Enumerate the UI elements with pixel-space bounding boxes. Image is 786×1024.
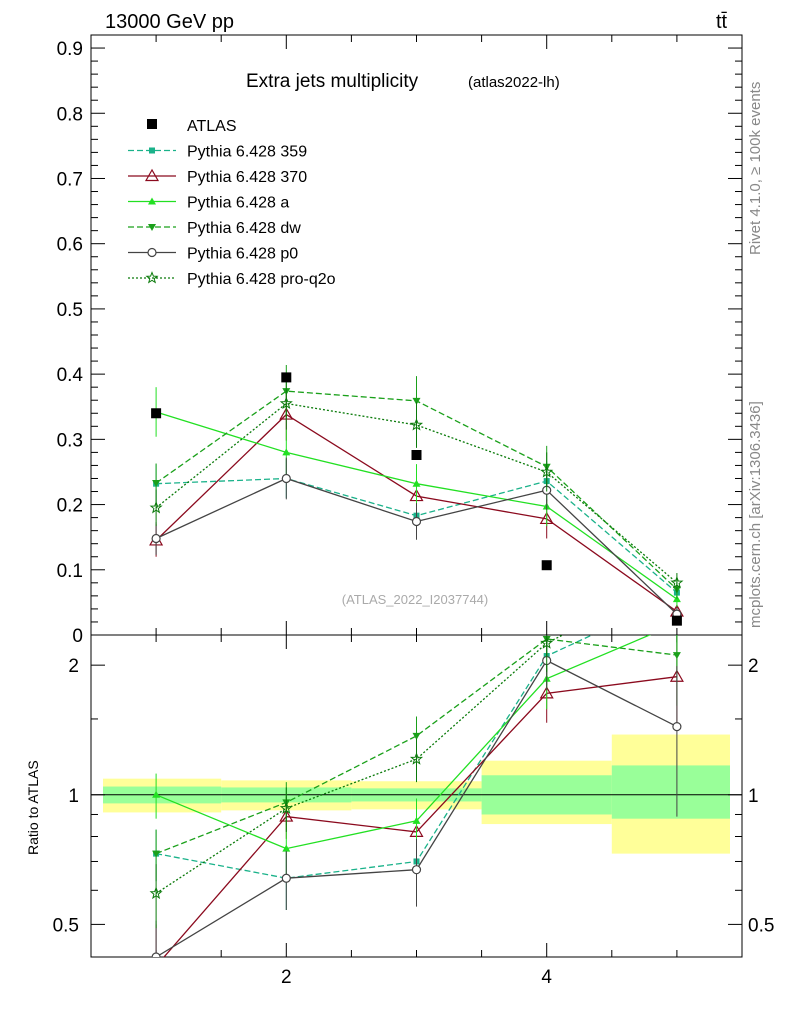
ratio-point [151, 952, 161, 957]
ratio-point [412, 732, 421, 740]
ratio-line [155, 638, 677, 855]
ratio-point [411, 865, 422, 875]
ratio-y-tick-label-right: 0.5 [748, 915, 774, 936]
y-tick-label: 0 [72, 626, 83, 647]
series-atlas-data [151, 372, 682, 626]
side-label-top: Rivet 4.1.0, ≥ 100k events [747, 82, 764, 255]
side-label-bottom: mcplots.cern.ch [arXiv:1306.3436] [747, 401, 764, 628]
y-tick-label: 0.5 [57, 300, 83, 321]
y-tick-label: 0.2 [57, 496, 83, 517]
ratio-y-tick-label-right: 1 [748, 786, 759, 807]
legend-marker [144, 168, 160, 182]
ratio-point [412, 816, 421, 824]
legend-marker [148, 224, 156, 231]
legend-label: Pythia 6.428 370 [187, 169, 307, 186]
y-tick-label: 0.6 [57, 235, 83, 256]
legend-marker [145, 271, 159, 284]
legend-label: Pythia 6.428 dw [187, 220, 301, 237]
ratio-series-a [152, 635, 678, 876]
atlas-data-point [151, 408, 162, 419]
ratio-point [282, 844, 291, 852]
ratio-point [279, 801, 293, 814]
chart-title: Extra jets multiplicity [246, 71, 419, 92]
data-point [279, 396, 293, 410]
legend-marker [147, 119, 157, 129]
legend-marker [147, 247, 157, 258]
data-point [282, 448, 291, 456]
x-tick-label: 4 [541, 967, 552, 988]
legend-label: Pythia 6.428 359 [187, 144, 307, 161]
ratio-series-pro-q2o [149, 635, 565, 929]
data-point [152, 480, 161, 488]
ratio-point [409, 752, 424, 765]
y-tick-label: 0.1 [57, 561, 83, 582]
y-tick-label: 0.7 [57, 169, 83, 190]
data-point [151, 533, 161, 544]
ratio-point [149, 886, 163, 900]
atlas-data-point [281, 372, 292, 383]
ratio-point [152, 790, 161, 798]
chart-subtitle: (atlas2022-lh) [468, 74, 560, 91]
ratio-y-tick-label: 1 [68, 786, 79, 807]
data-point [670, 575, 684, 589]
ratio-series-group [149, 635, 684, 971]
ratio-point [150, 960, 162, 971]
uncertainty-band-green [611, 765, 730, 819]
data-point [149, 500, 163, 514]
y-tick-label: 0.3 [57, 430, 83, 451]
x-tick-label: 2 [281, 967, 292, 988]
ratio-point [540, 636, 554, 649]
analysis-watermark: (ATLAS_2022_I2037744) [342, 592, 488, 607]
main-panel: 0 0.1 0.2 0.3 0.4 0.5 0.6 0.7 0.8 0.9 Extra jets … [57, 34, 743, 647]
atlas-data-point [411, 450, 422, 460]
legend-label: Pythia 6.428 a [187, 195, 289, 212]
atlas-data-point [541, 560, 552, 571]
data-point [412, 397, 421, 405]
legend-label: Pythia 6.428 p0 [187, 246, 298, 263]
ratio-y-tick-label: 2 [68, 656, 79, 677]
ratio-point [152, 850, 161, 858]
atlas-data-point [671, 615, 682, 626]
ratio-series-p0 [151, 635, 682, 957]
series-pro-q2o [149, 377, 684, 593]
ratio-point [672, 652, 681, 660]
ratio-point [281, 873, 291, 883]
energy-label: 13000 GeV pp [105, 11, 234, 33]
ratio-panel: 0.5 0.5 1 1 2 2 2 4 Ratio to ATLAS [25, 634, 774, 988]
ratio-y-tick-label: 0.5 [53, 915, 79, 936]
legend-marker [148, 197, 156, 205]
process-label: tt̄ [716, 11, 728, 33]
legend: ATLAS Pythia 6.428 359 Pythia 6.428 370 Pyt… [128, 118, 336, 288]
ratio-point [672, 721, 682, 732]
legend-label: ATLAS [187, 118, 237, 135]
legend-marker [149, 147, 155, 154]
y-tick-label: 0.9 [57, 39, 83, 60]
y-tick-label: 0.4 [57, 365, 84, 386]
legend-label: Pythia 6.428 pro-q2o [187, 271, 336, 288]
ratio-y-tick-label-right: 2 [748, 656, 759, 677]
data-point [411, 516, 422, 527]
data-point [540, 465, 554, 478]
data-point [412, 479, 421, 487]
ratio-y-axis-label: Ratio to ATLAS [25, 760, 41, 855]
y-tick-label: 0.8 [57, 104, 83, 125]
data-point [281, 473, 291, 484]
data-point [409, 418, 424, 431]
